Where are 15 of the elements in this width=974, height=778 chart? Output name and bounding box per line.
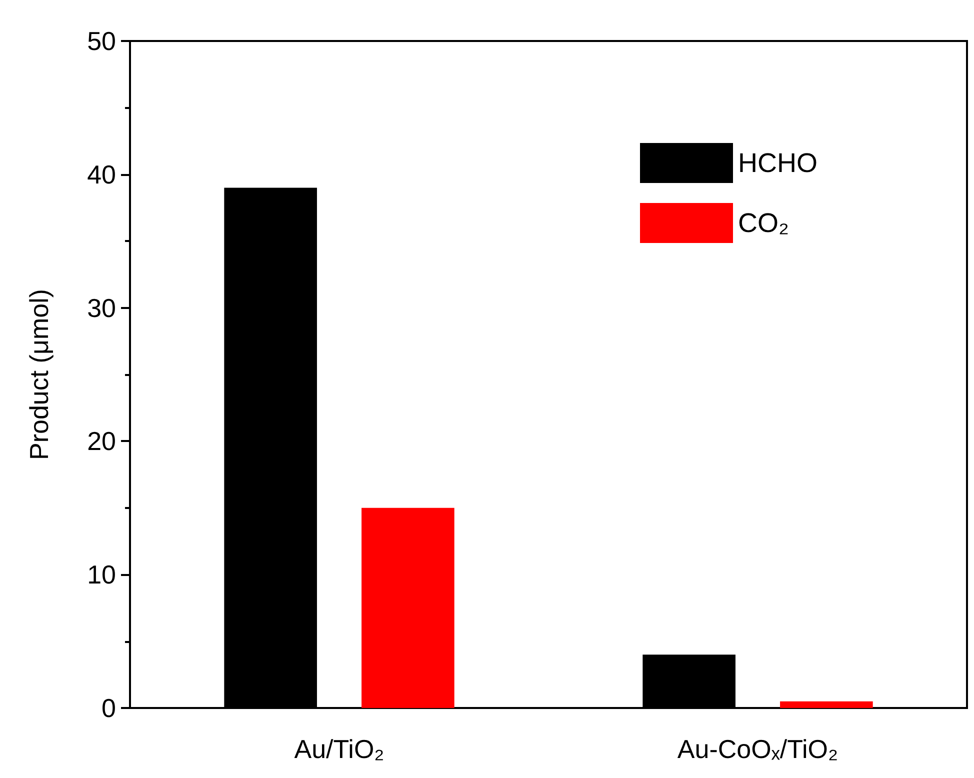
y-axis-title: Product (μmol) <box>24 288 54 460</box>
x-tick-label: Au-CoOₓ/TiO₂ <box>677 734 838 764</box>
y-tick-label: 0 <box>102 693 116 723</box>
bar <box>642 654 736 708</box>
y-tick-label: 20 <box>87 426 116 456</box>
y-tick-label: 30 <box>87 292 116 323</box>
bar <box>362 508 454 708</box>
y-tick-label: 10 <box>87 560 116 590</box>
y-tick-label: 40 <box>87 159 116 190</box>
y-tick-label: 50 <box>87 26 116 56</box>
legend-label: HCHO <box>738 148 818 178</box>
bar <box>780 701 873 708</box>
bar <box>224 188 317 708</box>
x-tick-label: Au/TiO₂ <box>294 734 384 764</box>
legend-label: CO₂ <box>738 208 789 238</box>
